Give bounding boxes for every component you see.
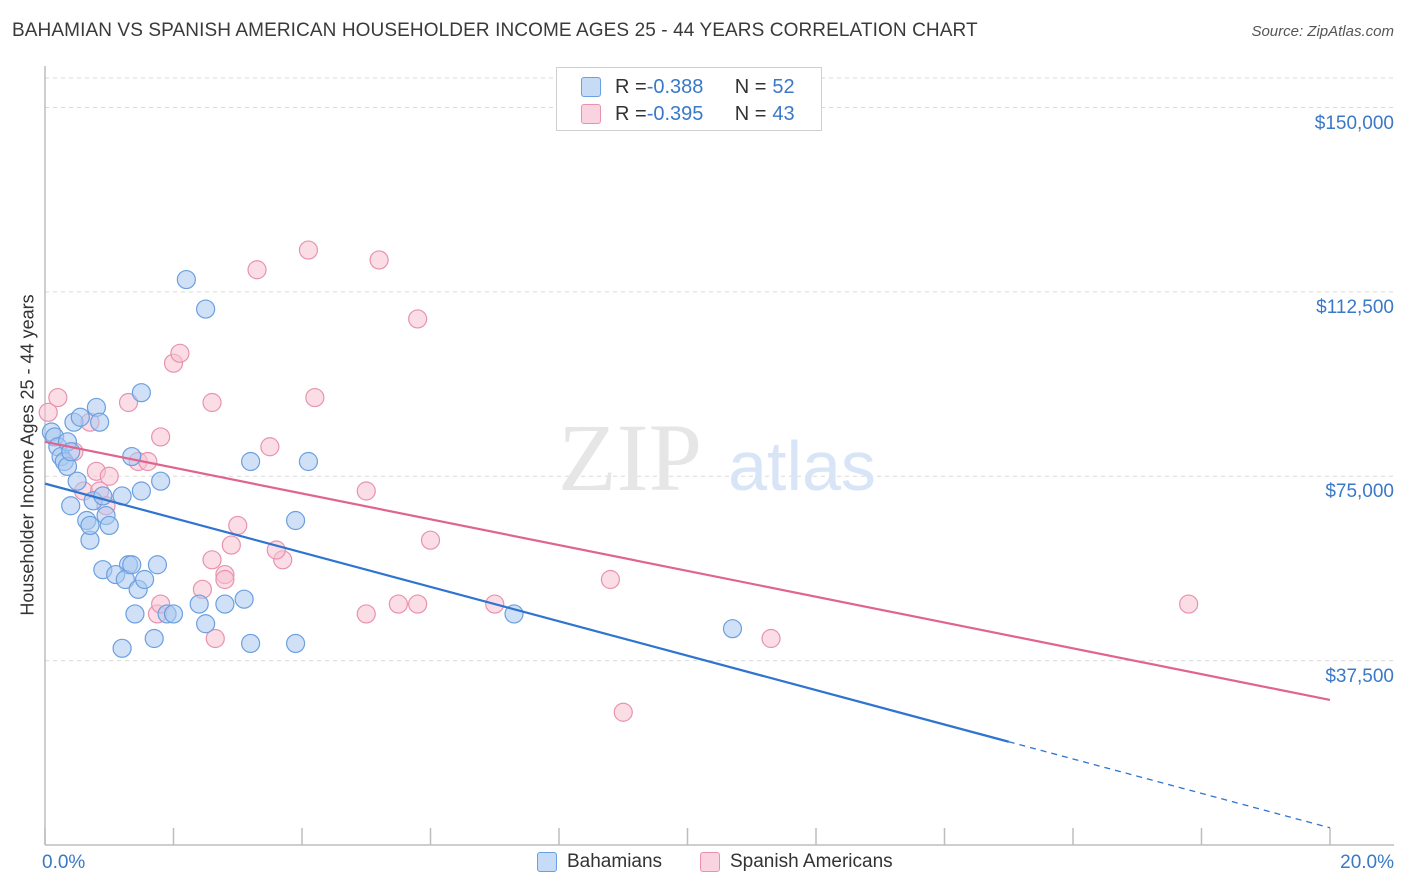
bahamian-point	[176, 269, 196, 290]
bahamian-point	[722, 619, 743, 639]
bahamian-point	[90, 412, 110, 432]
bahamian-point	[131, 383, 151, 403]
bahamian-trend-line	[44, 482, 1010, 743]
n-value: 43	[772, 102, 795, 125]
spanish-american-point	[356, 481, 376, 501]
legend-label: Bahamians	[567, 851, 663, 872]
pink-swatch	[581, 104, 601, 124]
bahamian-point	[234, 589, 254, 609]
pink-swatch	[700, 852, 720, 872]
n-value: 52	[772, 75, 795, 98]
bahamian-point	[125, 604, 145, 624]
bahamian-points	[41, 269, 743, 658]
spanish-american-point	[260, 437, 280, 457]
legend-item-bahamians[interactable]: Bahamians	[537, 851, 662, 873]
spanish-american-point	[761, 628, 781, 649]
source-credit: Source: ZipAtlas.com	[1251, 23, 1394, 40]
r-label: R =	[615, 75, 647, 98]
spanish-american-point	[388, 594, 408, 614]
spanish-american-point	[38, 402, 58, 422]
bahamian-point	[134, 569, 155, 590]
correlation-legend: R = -0.388 N = 52 R = -0.395 N = 43	[556, 67, 822, 131]
bahamian-point	[151, 471, 171, 491]
spanish-american-point	[228, 515, 248, 536]
r-value: -0.395	[646, 102, 704, 125]
legend-item-spanish-americans[interactable]: Spanish Americans	[700, 851, 893, 873]
legend-label: Spanish Americans	[730, 851, 893, 872]
spanish-american-point	[600, 569, 621, 590]
bahamian-point	[70, 407, 90, 427]
series-legend: Bahamians Spanish Americans	[0, 851, 1406, 877]
bahamian-point	[67, 471, 87, 491]
bahamian-trend-extension	[1008, 741, 1331, 829]
spanish-american-point	[247, 260, 267, 280]
bahamian-point	[241, 451, 261, 472]
bahamian-point	[285, 633, 306, 654]
blue-swatch	[537, 852, 557, 872]
spanish-american-point	[613, 702, 633, 722]
watermark-zip: ZIP	[558, 404, 702, 511]
bahamian-point	[61, 496, 81, 516]
y-axis-label: Householder Income Ages 25 - 44 years	[17, 294, 38, 616]
spanish-american-point	[202, 550, 222, 570]
y-tick-label: $37,500	[1325, 665, 1394, 687]
y-tick-label: $75,000	[1325, 481, 1394, 503]
y-tick-label: $112,500	[1316, 296, 1394, 318]
spanish-american-point	[369, 250, 389, 270]
x-tick-label-min: 0.0%	[42, 852, 86, 873]
spanish-american-points	[38, 240, 1199, 722]
bahamian-point	[93, 486, 113, 506]
r-label: R =	[615, 102, 647, 125]
legend-row-bahamians: R = -0.388 N = 52	[581, 75, 795, 99]
spanish-american-point	[408, 309, 428, 329]
n-label: N =	[734, 102, 767, 125]
spanish-american-trend-line	[44, 440, 1331, 702]
bahamian-point	[285, 510, 306, 531]
spanish-american-point	[118, 392, 139, 413]
bahamian-point	[241, 633, 261, 654]
bahamian-point	[112, 638, 132, 658]
spanish-american-point	[356, 604, 376, 624]
spanish-american-point	[170, 343, 190, 363]
spanish-american-point	[215, 569, 235, 590]
spanish-american-point	[99, 466, 119, 486]
x-tick-label-max: 20.0%	[1340, 852, 1394, 873]
spanish-american-point	[408, 594, 428, 614]
bahamian-point	[122, 446, 142, 467]
watermark-atlas: atlas	[728, 427, 876, 505]
chart-title: BAHAMIAN VS SPANISH AMERICAN HOUSEHOLDER…	[12, 20, 978, 41]
bahamian-point	[196, 614, 216, 634]
blue-swatch	[581, 77, 601, 97]
spanish-american-point	[205, 628, 225, 649]
y-tick-label: $150,000	[1314, 112, 1394, 134]
spanish-american-point	[305, 387, 325, 408]
legend-row-spanish-americans: R = -0.395 N = 43	[581, 102, 795, 126]
axes	[44, 66, 1394, 846]
n-label: N =	[734, 75, 767, 98]
spanish-american-point	[298, 240, 319, 260]
grid-lines	[45, 77, 1394, 662]
spanish-american-point	[420, 530, 441, 550]
trend-lines	[44, 440, 1331, 829]
spanish-american-point	[202, 392, 222, 413]
bahamian-point	[196, 299, 216, 319]
spanish-american-point	[221, 535, 241, 555]
bahamian-point	[215, 594, 235, 614]
watermark: ZIP atlas	[558, 404, 876, 511]
bahamian-point	[147, 555, 168, 575]
spanish-american-point	[151, 427, 171, 447]
bahamian-point	[99, 515, 119, 536]
bahamian-point	[163, 604, 184, 624]
bahamian-point	[131, 481, 151, 501]
bahamian-point	[189, 594, 209, 614]
bahamian-point	[80, 515, 100, 536]
bahamian-point	[298, 451, 319, 472]
spanish-american-point	[48, 387, 68, 408]
r-value: -0.388	[646, 75, 704, 98]
bahamian-point	[122, 555, 142, 575]
bahamian-point	[144, 628, 164, 649]
spanish-american-point	[1179, 594, 1199, 614]
